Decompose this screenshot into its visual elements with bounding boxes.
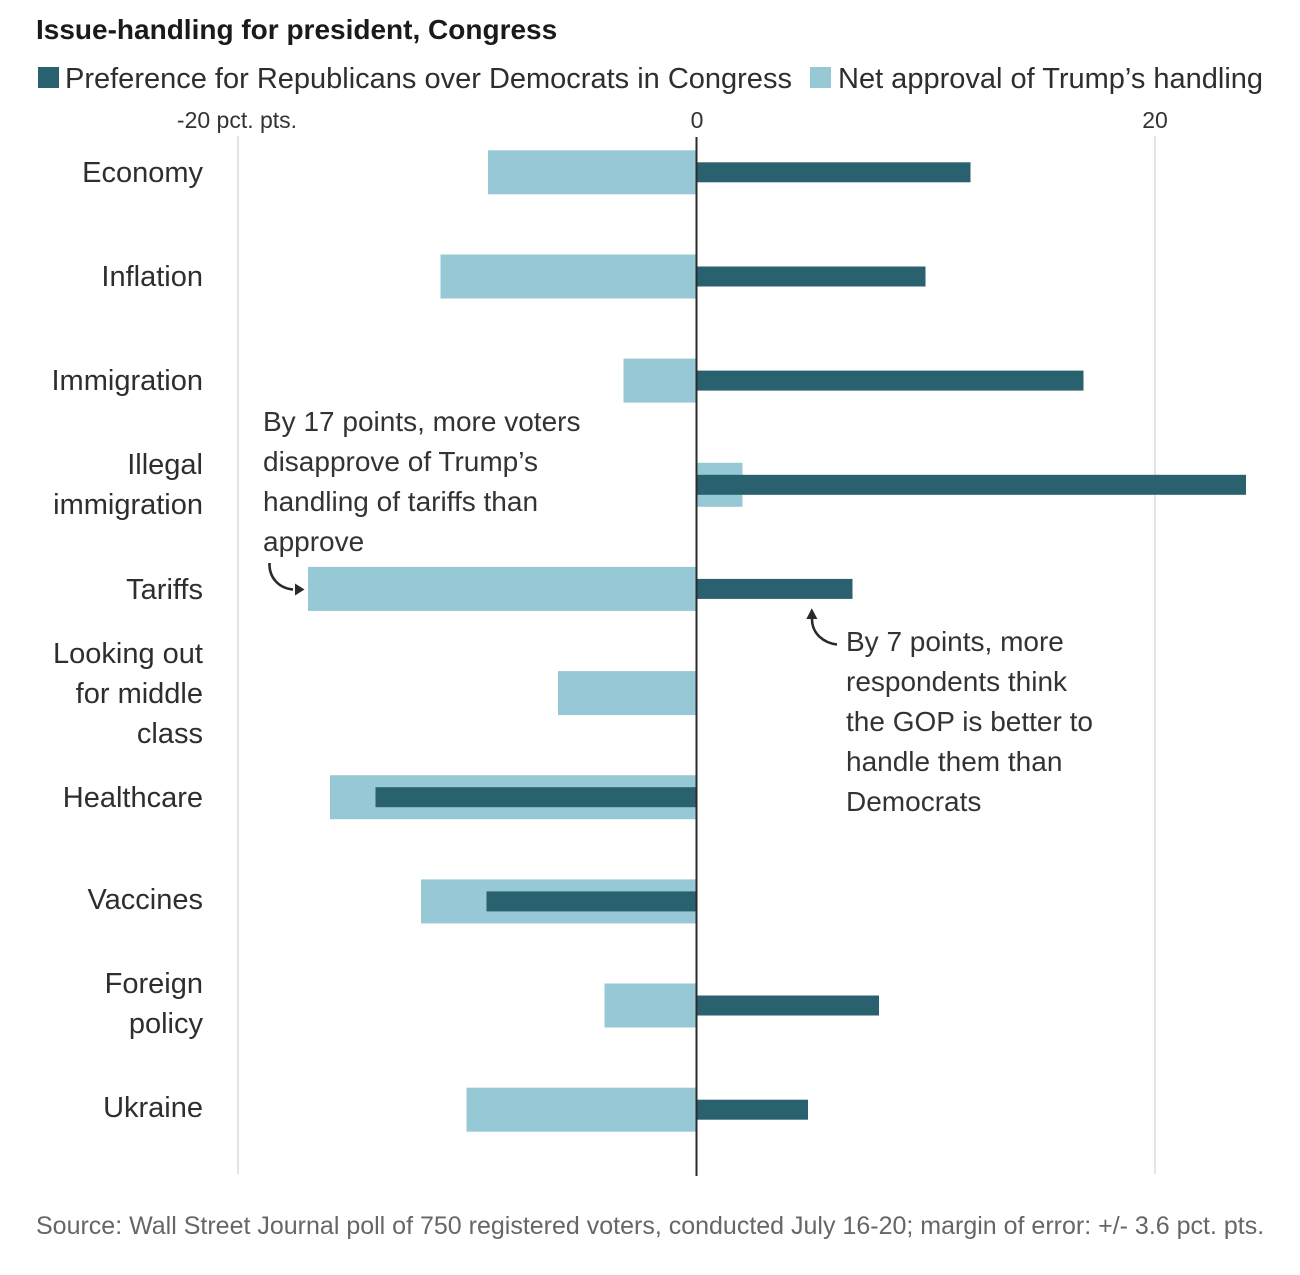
- svg-text:the GOP is better to: the GOP is better to: [846, 706, 1093, 737]
- svg-text:Illegal: Illegal: [127, 449, 203, 481]
- svg-text:-20 pct. pts.: -20 pct. pts.: [177, 107, 297, 133]
- svg-text:handle them than: handle them than: [846, 746, 1062, 777]
- svg-text:By 17 points, more voters: By 17 points, more voters: [263, 406, 580, 437]
- svg-text:for middle: for middle: [76, 678, 203, 710]
- svg-text:Tariffs: Tariffs: [126, 574, 203, 606]
- svg-text:immigration: immigration: [53, 489, 203, 521]
- svg-text:Issue-handling for president,: Issue-handling for president, Congress: [36, 14, 557, 45]
- svg-text:policy: policy: [129, 1008, 204, 1040]
- svg-text:0: 0: [691, 107, 704, 133]
- svg-text:Preference for Republicans ove: Preference for Republicans over Democrat…: [65, 63, 792, 95]
- svg-text:Democrats: Democrats: [846, 786, 981, 817]
- svg-text:Net approval of Trump’s handli: Net approval of Trump’s handling: [838, 63, 1263, 95]
- svg-text:Economy: Economy: [82, 157, 203, 189]
- svg-text:class: class: [137, 718, 203, 750]
- svg-text:approve: approve: [263, 526, 364, 557]
- svg-text:disapprove of Trump’s: disapprove of Trump’s: [263, 446, 538, 477]
- svg-text:20: 20: [1142, 107, 1168, 133]
- svg-text:Foreign: Foreign: [105, 968, 203, 1000]
- svg-text:Ukraine: Ukraine: [103, 1092, 203, 1124]
- svg-text:Source: Wall Street Journal po: Source: Wall Street Journal poll of 750 …: [36, 1212, 1264, 1240]
- svg-text:respondents think: respondents think: [846, 666, 1068, 697]
- svg-text:Inflation: Inflation: [101, 261, 203, 293]
- svg-text:Looking out: Looking out: [53, 638, 203, 670]
- svg-text:Healthcare: Healthcare: [63, 782, 203, 814]
- svg-text:Immigration: Immigration: [52, 365, 204, 397]
- svg-text:handling of tariffs than: handling of tariffs than: [263, 486, 538, 517]
- svg-text:By 7 points, more: By 7 points, more: [846, 626, 1064, 657]
- svg-text:Vaccines: Vaccines: [87, 884, 203, 916]
